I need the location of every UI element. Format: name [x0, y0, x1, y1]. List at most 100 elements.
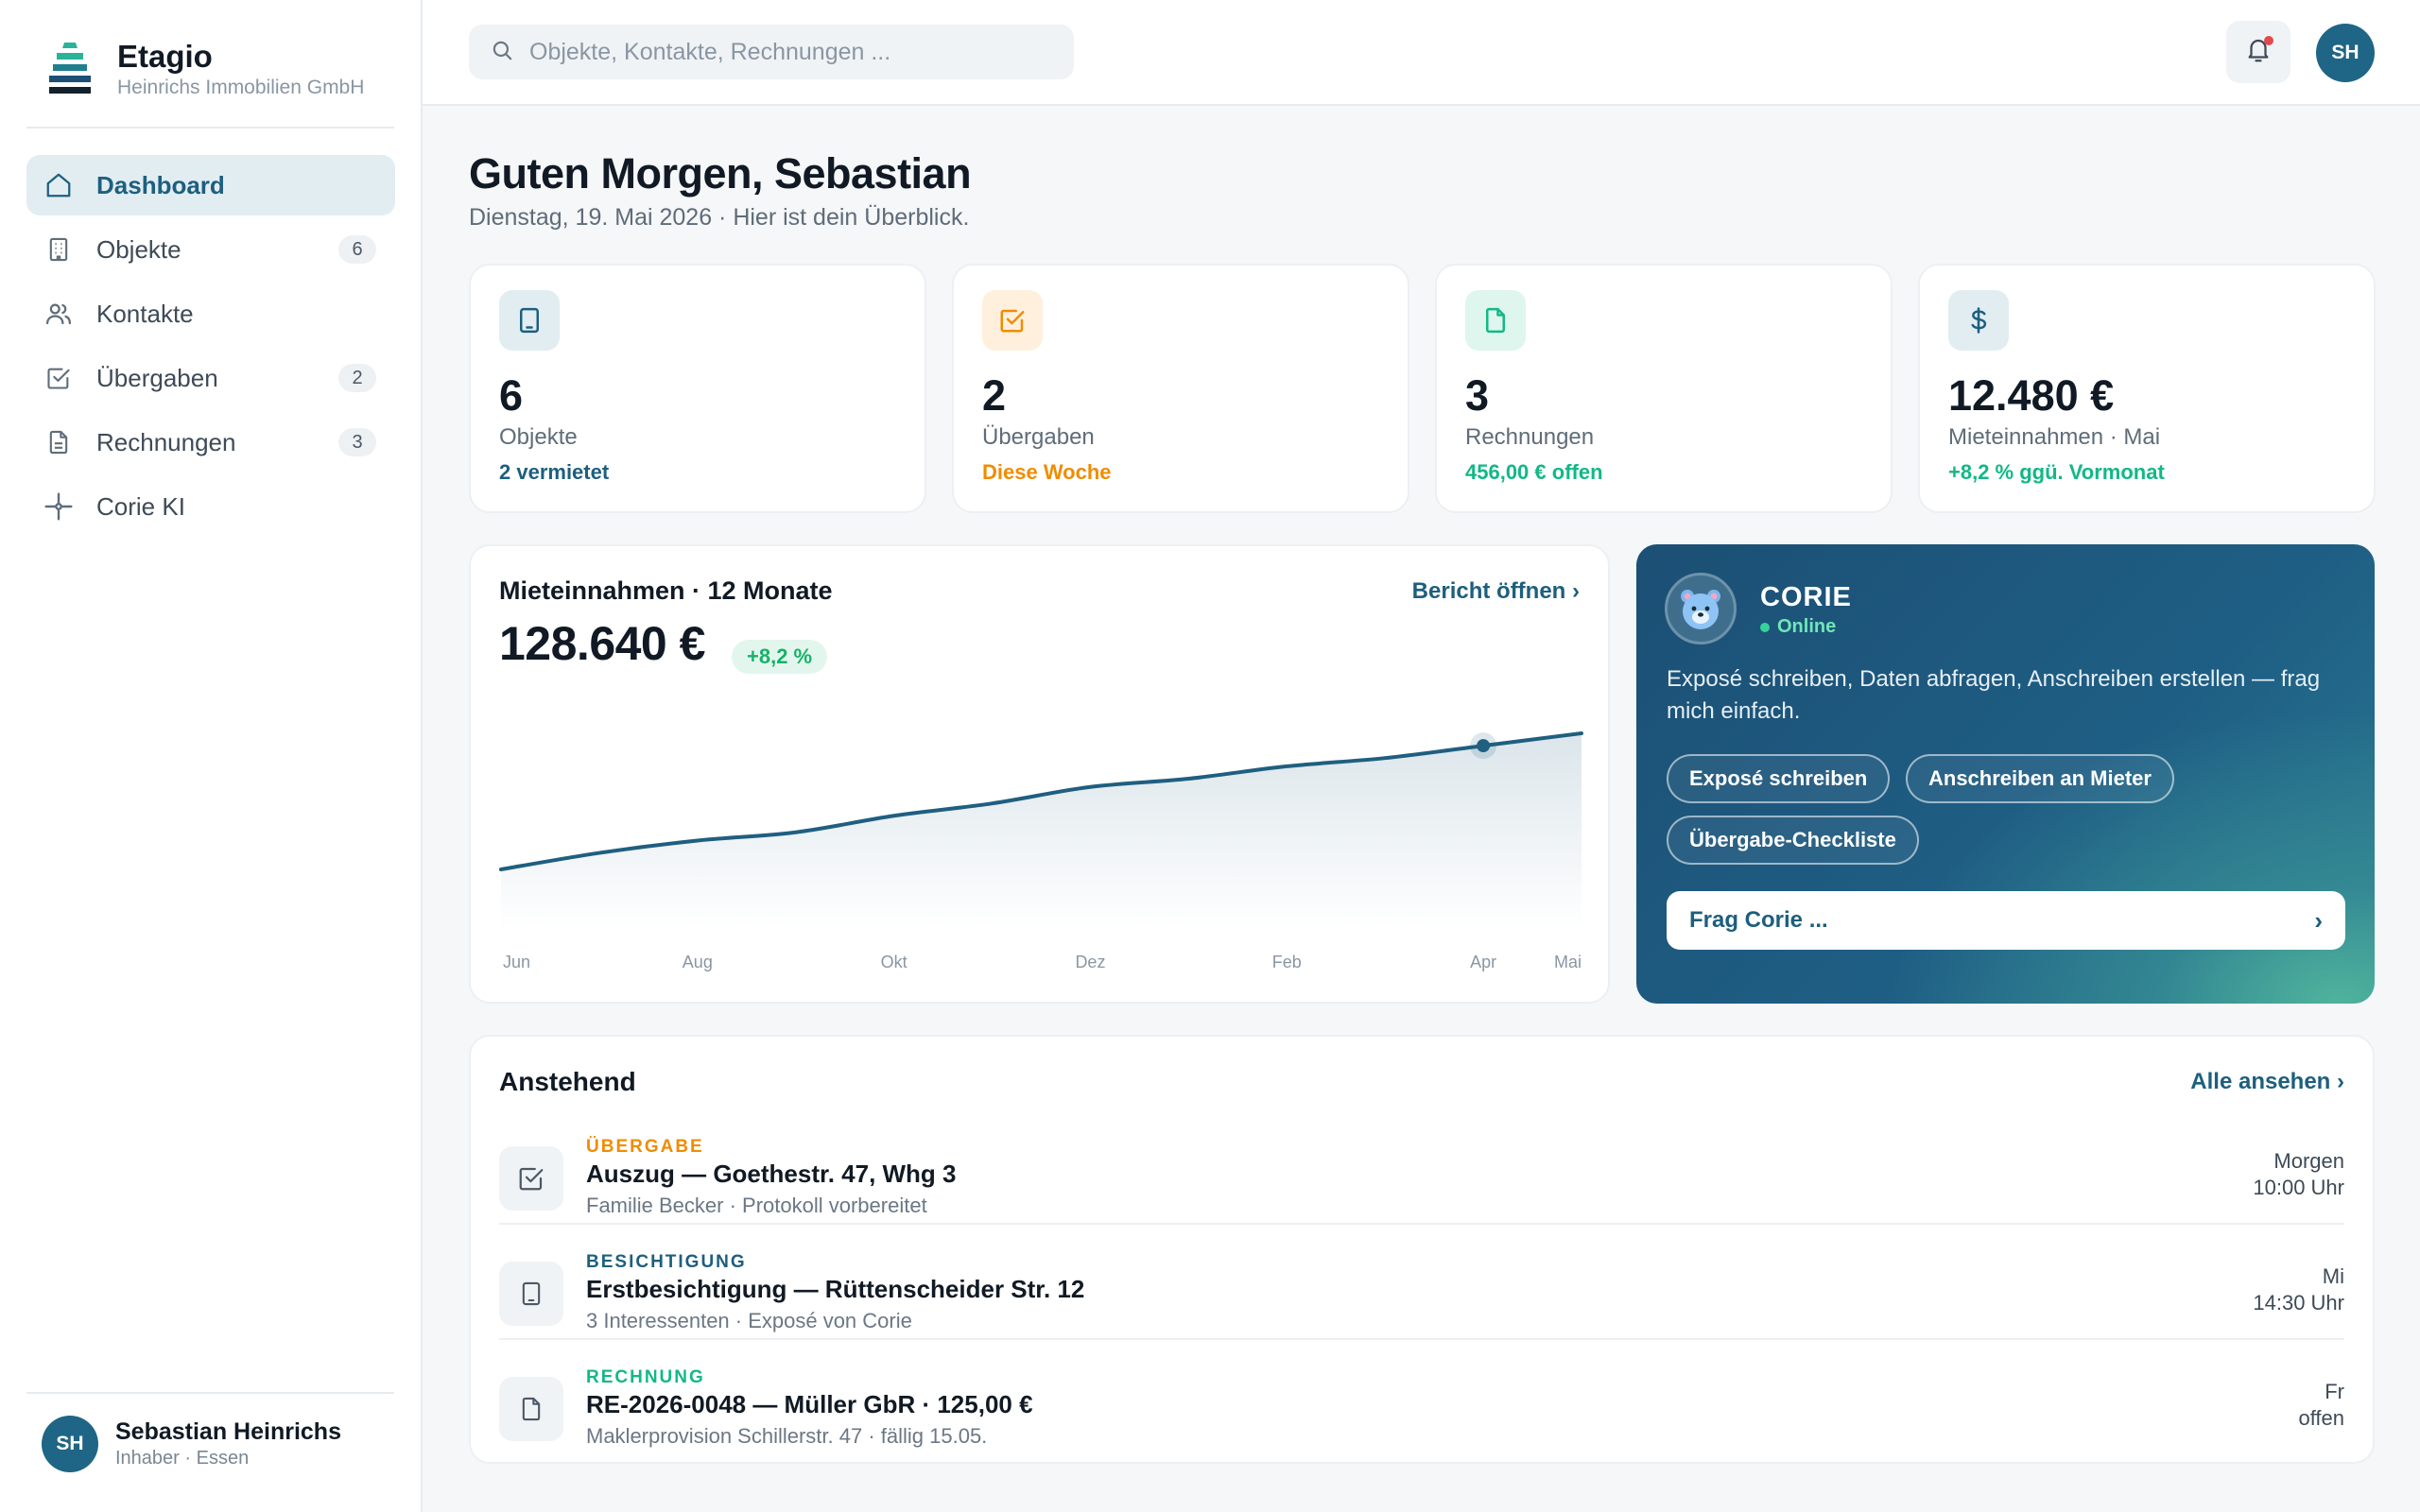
stat-value: 2: [982, 371, 1007, 420]
avatar: SH: [42, 1416, 98, 1472]
x-tick-label: Okt: [881, 953, 908, 971]
stat-value: 12.480 €: [1948, 371, 2115, 420]
x-tick-label: Jun: [503, 953, 530, 971]
section-title: Anstehend: [499, 1067, 636, 1096]
stat-label: Mieteinnahmen · Mai: [1948, 424, 2161, 450]
view-all-link[interactable]: Alle ansehen ›: [2190, 1069, 2344, 1094]
sidebar-nav: Dashboard Objekte 6 Kontakte Übergaben 2: [26, 155, 395, 541]
x-tick-label: Feb: [1272, 953, 1302, 971]
building-icon: [43, 234, 74, 265]
tablet-icon: [499, 290, 560, 351]
stat-card-mieteinnahmen[interactable]: 12.480 € Mieteinnahmen · Mai +8,2 % ggü.…: [1918, 264, 2376, 513]
row-divider: [499, 1338, 2344, 1340]
chevron-right-icon: ›: [2314, 905, 2323, 935]
sidebar-item-label: Objekte: [96, 234, 182, 264]
page-subtitle: Dienstag, 19. Mai 2026 · Hier ist dein Ü…: [469, 204, 970, 231]
ask-corie-input[interactable]: Frag Corie ... ›: [1667, 891, 2345, 950]
sidebar-item-rechnungen[interactable]: Rechnungen 3: [26, 412, 395, 472]
sidebar-item-label: Dashboard: [96, 170, 225, 199]
item-when: Mi 14:30 Uhr: [2253, 1263, 2344, 1316]
sidebar-item-label: Corie KI: [96, 491, 185, 521]
stat-card-rechnungen[interactable]: 3 Rechnungen 456,00 € offen: [1435, 264, 1893, 513]
topbar: SH: [423, 0, 2420, 106]
sidebar-item-dashboard[interactable]: Dashboard: [26, 155, 395, 215]
user-role: Inhaber · Essen: [115, 1448, 250, 1469]
item-type: RECHNUNG: [586, 1367, 705, 1387]
count-badge: 6: [338, 235, 376, 264]
checkbox-icon: [43, 363, 74, 393]
search-box[interactable]: [469, 25, 1074, 79]
item-time: 10:00 Uhr: [2253, 1176, 2344, 1199]
item-subtitle: 3 Interessenten · Exposé von Corie: [586, 1309, 912, 1332]
home-icon: [43, 170, 74, 200]
count-badge: 2: [338, 364, 376, 392]
item-title: Erstbesichtigung — Rüttenscheider Str. 1…: [586, 1275, 1085, 1303]
checkbox-icon: [499, 1146, 563, 1211]
x-tick-label: Apr: [1470, 953, 1496, 971]
sidebar-footer-divider: [26, 1392, 394, 1394]
highlight-point[interactable]: [1477, 739, 1491, 753]
notifications-button[interactable]: [2226, 21, 2290, 83]
search-input[interactable]: [529, 38, 1059, 66]
item-day: Morgen: [2273, 1149, 2344, 1173]
item-type: ÜBERGABE: [586, 1137, 704, 1157]
stat-subtext: 2 vermietet: [499, 460, 610, 484]
item-day: Fr: [2325, 1380, 2344, 1403]
item-when: Fr offen: [2298, 1379, 2344, 1432]
etagio-logo-icon: [49, 43, 91, 95]
item-subtitle: Maklerprovision Schillerstr. 47 · fällig…: [586, 1424, 988, 1448]
sidebar-item-label: Übergaben: [96, 363, 218, 392]
online-dot-icon: [1760, 622, 1770, 632]
status-label: Online: [1777, 616, 1837, 637]
assistant-name: CORIE: [1760, 582, 1852, 612]
item-title: RE-2026-0048 — Müller GbR · 125,00 €: [586, 1390, 1033, 1418]
corie-assistant-card: CORIE Online Exposé schreiben, Daten abf…: [1636, 544, 2375, 1004]
page-title: Guten Morgen, Sebastian: [469, 149, 972, 198]
status-badge: Online: [1760, 616, 1836, 638]
chip-anschreiben-mieter[interactable]: Anschreiben an Mieter: [1906, 754, 2174, 803]
revenue-chart: Jun Aug Okt Dez Feb Apr Mai: [499, 731, 1583, 971]
item-status: offen: [2298, 1406, 2344, 1430]
search-icon: [490, 38, 514, 67]
user-profile[interactable]: SH Sebastian Heinrichs Inhaber · Essen: [42, 1416, 341, 1472]
document-icon: [499, 1377, 563, 1441]
chip-expose-schreiben[interactable]: Exposé schreiben: [1667, 754, 1891, 803]
stat-card-objekte[interactable]: 6 Objekte 2 vermietet: [469, 264, 926, 513]
chip-uebergabe-checkliste[interactable]: Übergabe-Checkliste: [1667, 816, 1919, 865]
stat-value: 6: [499, 371, 524, 420]
item-subtitle: Familie Becker · Protokoll vorbereitet: [586, 1194, 927, 1217]
list-item[interactable]: BESICHTIGUNG Erstbesichtigung — Rüttensc…: [499, 1241, 2344, 1347]
sidebar-item-objekte[interactable]: Objekte 6: [26, 219, 395, 280]
ask-corie-label: Frag Corie ...: [1689, 907, 1828, 933]
row-divider: [499, 1223, 2344, 1225]
document-icon: [43, 427, 74, 457]
brand[interactable]: Etagio Heinrichs Immobilien GmbH: [49, 38, 364, 100]
stat-value: 3: [1465, 371, 1490, 420]
sidebar-divider: [26, 127, 394, 129]
avatar[interactable]: SH: [2316, 24, 2375, 82]
bell-icon: [2244, 36, 2273, 69]
open-report-link[interactable]: Bericht öffnen ›: [1411, 578, 1580, 604]
user-name: Sebastian Heinrichs: [115, 1418, 341, 1445]
chart-title: Mieteinnahmen · 12 Monate: [499, 576, 833, 605]
stat-subtext: Diese Woche: [982, 460, 1112, 484]
sidebar: Etagio Heinrichs Immobilien GmbH Dashboa…: [0, 0, 423, 1512]
list-item[interactable]: ÜBERGABE Auszug — Goethestr. 47, Whg 3 F…: [499, 1125, 2344, 1231]
upcoming-panel: Anstehend Alle ansehen › ÜBERGABE Auszug…: [469, 1035, 2375, 1464]
stat-card-uebergaben[interactable]: 2 Übergaben Diese Woche: [952, 264, 1409, 513]
list-item[interactable]: RECHNUNG RE-2026-0048 — Müller GbR · 125…: [499, 1356, 2344, 1462]
stat-label: Rechnungen: [1465, 424, 1595, 450]
sidebar-item-uebergaben[interactable]: Übergaben 2: [26, 348, 395, 408]
sidebar-item-label: Kontakte: [96, 299, 194, 328]
revenue-line: [499, 731, 1583, 871]
sidebar-item-label: Rechnungen: [96, 427, 236, 456]
item-time: 14:30 Uhr: [2253, 1291, 2344, 1314]
sidebar-item-kontakte[interactable]: Kontakte: [26, 284, 395, 344]
item-title: Auszug — Goethestr. 47, Whg 3: [586, 1160, 957, 1188]
sidebar-item-corie-ki[interactable]: Corie KI: [26, 476, 395, 537]
x-tick-label: Aug: [683, 953, 713, 971]
document-icon: [1465, 290, 1526, 351]
revenue-chart-card: Jun Aug Okt Dez Feb Apr Mai Mieteinnahmen · 12…: [469, 544, 1610, 1004]
tablet-icon: [499, 1262, 563, 1326]
checkbox-icon: [982, 290, 1043, 351]
